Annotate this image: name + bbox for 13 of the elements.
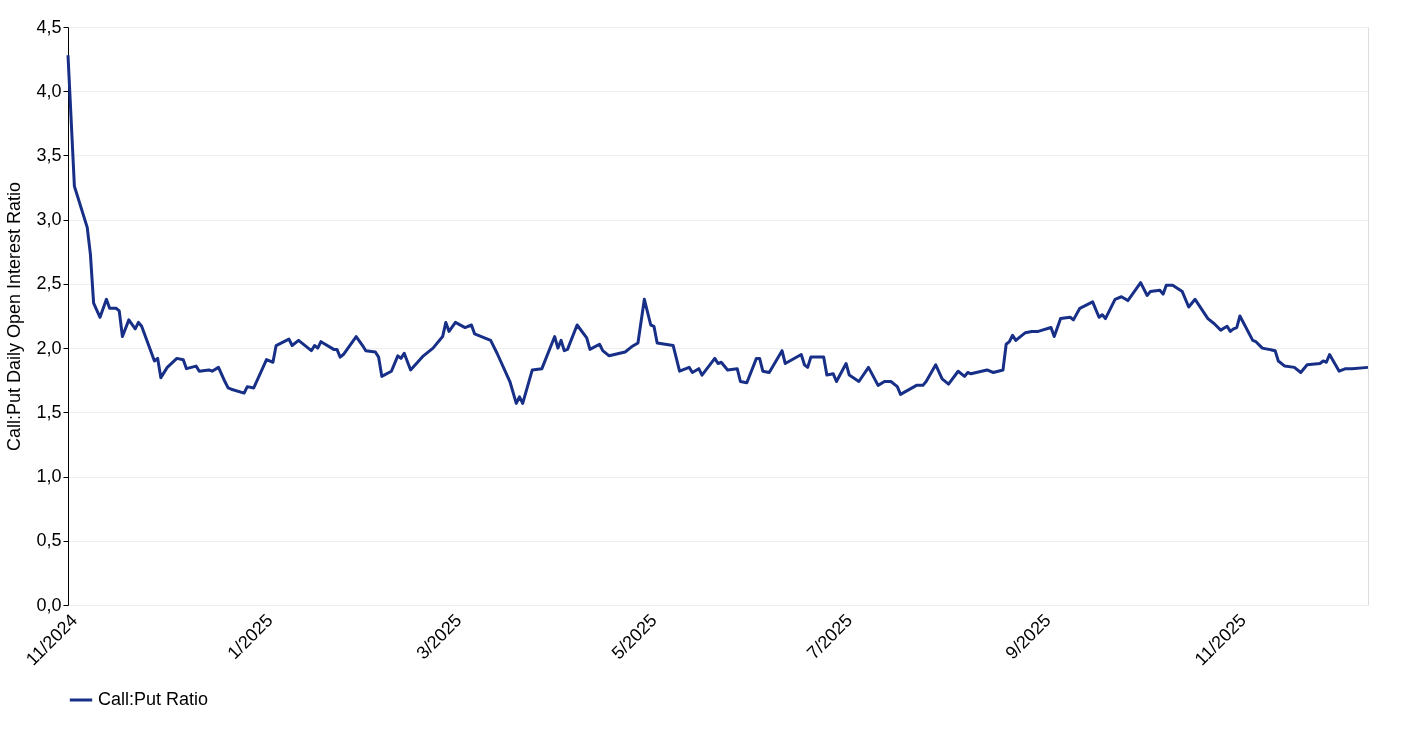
- y-tick-label: 4,5: [36, 16, 62, 37]
- y-tick-label: 0,0: [36, 594, 62, 615]
- legend-label: Call:Put Ratio: [98, 689, 209, 709]
- y-tick-label: 0,5: [36, 530, 62, 551]
- y-tick-label: 3,5: [36, 144, 62, 165]
- line-series: [66, 53, 1370, 405]
- y-tick-label: 4,0: [36, 80, 62, 101]
- y-tick-label: 2,0: [36, 337, 62, 358]
- y-tick-label: 1,0: [36, 466, 62, 487]
- y-tick-label: 2,5: [36, 273, 62, 294]
- y-tick-label: 3,0: [36, 209, 62, 230]
- y-axis-title: Call:Put Daily Open Interest Ratio: [4, 181, 25, 452]
- y-tick-label: 1,5: [36, 401, 62, 422]
